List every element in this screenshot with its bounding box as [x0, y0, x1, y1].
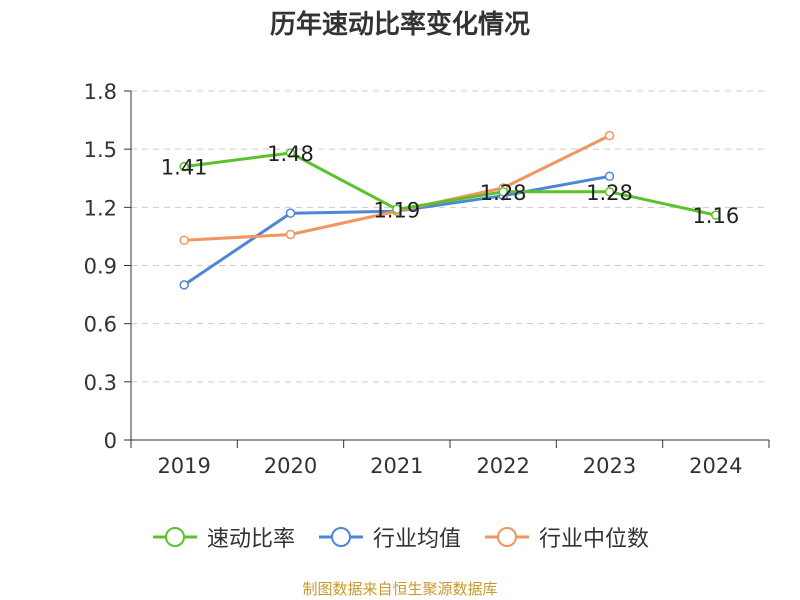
data-point	[285, 229, 296, 240]
x-tick-label: 2020	[264, 454, 317, 478]
y-tick-label: 0.6	[84, 313, 117, 337]
legend-marker-blue-icon	[318, 527, 363, 547]
data-label: 1.41	[161, 156, 208, 180]
x-tick-label: 2022	[476, 454, 529, 478]
data-point	[285, 208, 296, 218]
x-tick-label: 2019	[157, 454, 210, 478]
y-tick-label: 0.9	[84, 255, 117, 279]
data-label: 1.19	[373, 198, 420, 222]
data-point	[711, 210, 721, 220]
data-point	[498, 187, 508, 197]
data-point	[604, 171, 615, 182]
series-line	[182, 151, 718, 217]
data-point	[392, 204, 402, 215]
source-note: 制图数据来自恒生聚源数据库	[302, 580, 498, 598]
legend-label-quick-ratio: 速动比率	[206, 527, 295, 552]
y-tick-label: 1.5	[84, 138, 117, 162]
legend-marker-orange-icon	[485, 527, 529, 547]
legend-label-industry-median: 行业中位数	[539, 527, 650, 552]
legend-label-industry-mean: 行业均值	[372, 527, 461, 552]
legend-item-quick-ratio[interactable]: 速动比率	[151, 521, 295, 553]
y-tick-label: 0	[104, 429, 117, 453]
data-point	[179, 280, 189, 290]
legend: 速动比率 行业均值 行业中位数	[0, 520, 800, 554]
data-label: 1.28	[586, 181, 633, 205]
data-label: 1.16	[692, 204, 739, 228]
x-tick-label: 2024	[689, 454, 742, 478]
data-point	[285, 148, 296, 158]
data-label: 1.48	[267, 142, 314, 166]
x-tick-label: 2023	[583, 454, 636, 478]
data-point	[179, 161, 189, 172]
chart-title: 历年速动比率变化情况	[269, 10, 530, 40]
data-point	[604, 130, 615, 141]
legend-item-industry-median[interactable]: 行业中位数	[483, 521, 649, 553]
data-point	[604, 187, 615, 197]
y-tick-label: 1.2	[84, 196, 117, 220]
y-tick-label: 1.8	[84, 80, 117, 104]
x-tick-label: 2021	[370, 454, 423, 478]
legend-item-industry-mean[interactable]: 行业均值	[317, 521, 461, 553]
legend-marker-green-icon	[152, 527, 197, 547]
data-point	[179, 235, 189, 246]
y-tick-label: 0.3	[84, 371, 117, 395]
data-label: 1.28	[480, 181, 527, 205]
